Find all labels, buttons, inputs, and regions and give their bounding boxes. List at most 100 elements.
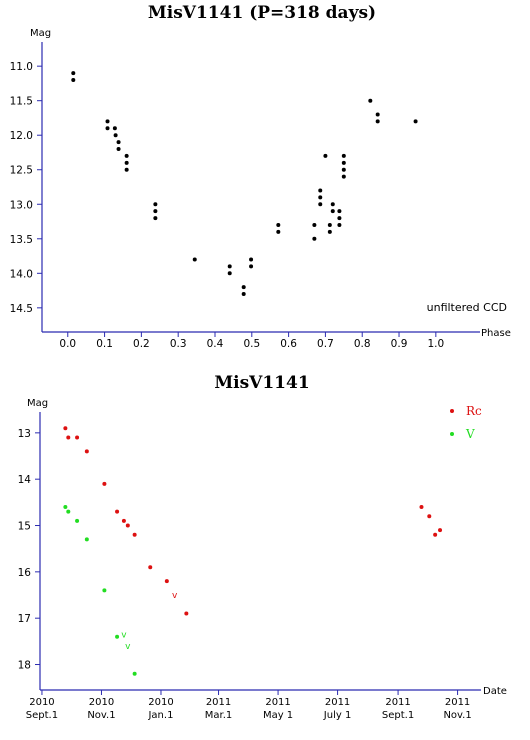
phase-data-point	[112, 126, 117, 131]
phase-chart-x-tick-label: 0.3	[170, 338, 187, 350]
phase-data-point	[375, 112, 380, 117]
phase-data-point	[327, 222, 332, 227]
phase-chart-y-tick-label: 13.5	[10, 234, 33, 246]
phase-data-point	[249, 257, 254, 262]
lightcurve-chart-x-tick-year: 2011	[385, 697, 410, 708]
phase-data-point	[368, 98, 373, 103]
legend-rc-swatch	[450, 409, 454, 413]
phase-data-point	[124, 167, 129, 172]
rc-data-point	[433, 532, 438, 537]
lightcurve-chart-y-tick-label: 14	[18, 474, 32, 486]
phase-data-point	[312, 236, 317, 241]
phase-data-point	[153, 209, 158, 214]
lightcurve-chart-x-tick-date: Jan.1	[147, 710, 173, 721]
phase-chart-y-tick-label: 13.0	[10, 199, 33, 211]
lightcurve-chart-y-tick-label: 15	[18, 521, 31, 533]
v-data-point	[102, 588, 107, 593]
rc-data-point	[66, 435, 71, 440]
rc-data-point	[125, 523, 130, 528]
phase-data-point	[227, 264, 232, 269]
phase-data-point	[323, 153, 328, 158]
lightcurve-chart-x-axis-label: Date	[483, 686, 507, 697]
lightcurve-chart-x-tick-date: Sept.1	[26, 710, 58, 721]
phase-data-point	[330, 209, 335, 214]
lightcurve-chart-y-tick-label: 18	[18, 660, 31, 672]
rc-data-point	[115, 509, 120, 514]
lightcurve-chart-x-tick-year: 2010	[89, 697, 114, 708]
phase-data-point	[318, 202, 323, 207]
phase-chart-y-tick-label: 12.5	[10, 165, 33, 177]
rc-data-point	[148, 565, 153, 570]
v-data-point	[63, 504, 68, 509]
phase-data-point	[105, 119, 110, 124]
lightcurve-chart-title: MisV1141	[214, 373, 309, 393]
phase-data-point	[241, 292, 246, 297]
phase-data-point	[375, 119, 380, 124]
lightcurve-chart: MisV1141 Mag Date 2010 Sept.1 2010 Nov.1 201…	[18, 373, 507, 721]
legend-rc-label: Rc	[466, 404, 482, 418]
lightcurve-chart-x-tick-year: 2010	[29, 697, 54, 708]
phase-chart-y-tick-label: 11.5	[10, 96, 33, 108]
phase-data-point	[276, 222, 281, 227]
phase-chart-x-axis-label: Phase	[481, 328, 511, 339]
phase-data-point	[341, 160, 346, 165]
phase-chart-x-tick-label: 1.0	[427, 338, 444, 350]
lightcurve-chart-x-tick-date: May 1	[263, 710, 293, 721]
phase-chart-y-axis-label: Mag	[30, 28, 51, 39]
phase-data-point	[276, 229, 281, 234]
lightcurve-chart-x-tick-date: Mar.1	[205, 710, 233, 721]
phase-data-point	[341, 174, 346, 179]
lightcurve-chart-y-tick-label: 17	[18, 613, 31, 625]
rc-upper-limit-marker: v	[172, 591, 178, 601]
rc-data-point	[438, 528, 443, 533]
phase-data-point	[124, 153, 129, 158]
rc-data-point	[184, 611, 189, 616]
phase-chart-y-tick-label: 11.0	[10, 61, 33, 73]
phase-chart-x-tick-label: 0.0	[59, 338, 76, 350]
lightcurve-chart-x-tick-date: Nov.1	[443, 710, 471, 721]
phase-chart-x-tick-label: 0.5	[243, 338, 260, 350]
phase-data-point	[341, 167, 346, 172]
lightcurve-chart-x-tick-date: Nov.1	[87, 710, 115, 721]
phase-chart-x-tick-label: 0.7	[317, 338, 334, 350]
phase-chart-x-tick-label: 0.1	[96, 338, 113, 350]
rc-data-point	[164, 579, 169, 584]
phase-chart-x-tick-label: 0.4	[207, 338, 224, 350]
phase-data-point	[318, 188, 323, 193]
v-data-point	[66, 509, 71, 514]
phase-chart-y-tick-label: 12.0	[10, 130, 33, 142]
lightcurve-chart-x-tick-year: 2011	[265, 697, 290, 708]
phase-data-point	[249, 264, 254, 269]
v-data-point	[75, 518, 80, 523]
phase-chart-note: unfiltered CCD	[427, 301, 507, 314]
phase-data-point	[192, 257, 197, 262]
phase-data-point	[116, 140, 121, 145]
rc-data-point	[75, 435, 80, 440]
phase-data-point	[337, 216, 342, 221]
phase-data-point	[327, 229, 332, 234]
rc-data-point	[121, 518, 126, 523]
rc-data-point	[84, 449, 89, 454]
lightcurve-chart-x-tick-year: 2010	[148, 697, 173, 708]
phase-chart-y-tick-label: 14.5	[10, 303, 33, 315]
legend-v-swatch	[450, 432, 454, 436]
phase-data-point	[105, 126, 110, 131]
phase-data-point	[337, 209, 342, 214]
phase-data-point	[241, 285, 246, 290]
phase-chart-x-tick-label: 0.2	[133, 338, 150, 350]
v-upper-limit-marker: v	[121, 630, 127, 640]
phase-chart-x-tick-label: 0.8	[354, 338, 371, 350]
lightcurve-chart-x-tick-year: 2011	[206, 697, 231, 708]
phase-data-point	[337, 222, 342, 227]
v-upper-limit-marker: v	[125, 642, 131, 652]
phase-data-point	[227, 271, 232, 276]
phase-data-point	[71, 71, 76, 76]
rc-data-point	[63, 426, 68, 431]
lightcurve-chart-y-tick-label: 13	[18, 428, 31, 440]
phase-data-point	[124, 160, 129, 165]
phase-data-point	[116, 147, 121, 152]
lightcurve-chart-x-tick-year: 2011	[445, 697, 470, 708]
phase-data-point	[330, 202, 335, 207]
lightcurve-chart-x-tick-year: 2011	[325, 697, 350, 708]
legend-v-label: V	[465, 427, 475, 441]
